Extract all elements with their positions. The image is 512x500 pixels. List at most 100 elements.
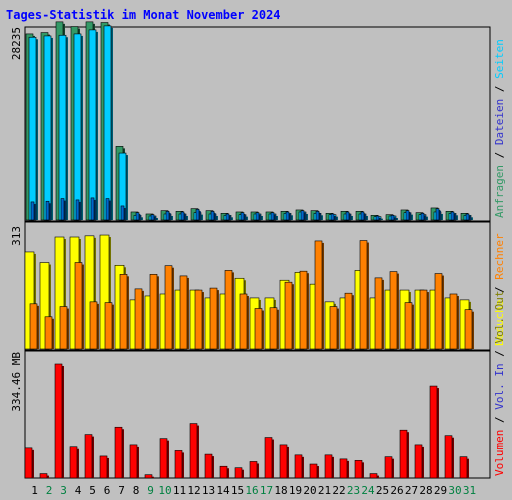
- seiten-bar-15-shadow: [243, 214, 246, 220]
- rechner-bar-28: [434, 273, 443, 350]
- seiten-bar-13: [210, 210, 215, 221]
- seiten-bar-14: [225, 213, 230, 221]
- dateien-bar-3: [58, 34, 67, 221]
- x-tick-label-12: 12: [187, 484, 200, 497]
- dateien-bar-4: [73, 33, 82, 221]
- middle-legend-item: Rechner: [493, 233, 506, 280]
- seiten-bar-16: [255, 212, 260, 221]
- x-tick-label-11: 11: [173, 484, 186, 497]
- seiten-bar-1: [30, 201, 35, 221]
- rechner-bar-6: [104, 302, 113, 350]
- x-tick-label-28: 28: [419, 484, 432, 497]
- bottom-legend-item: Vol. Out: [493, 291, 506, 344]
- seiten-bar-23: [360, 211, 365, 221]
- seiten-bar-20-shadow: [318, 213, 321, 220]
- rechner-bar-1: [29, 303, 38, 350]
- seiten-bar-8: [135, 212, 140, 221]
- volumen-bar-27: [414, 444, 423, 479]
- seiten-bar-17-shadow: [273, 214, 276, 220]
- x-tick-label-4: 4: [75, 484, 82, 497]
- volumen-bar-30: [459, 456, 468, 479]
- volumen-bar-1: [24, 447, 33, 479]
- x-tick-label-19: 19: [289, 484, 302, 497]
- seiten-bar-30-shadow: [468, 215, 471, 220]
- volumen-bar-23: [354, 460, 363, 479]
- seiten-bar-3-shadow: [63, 200, 66, 220]
- top-legend-separator: /: [493, 145, 506, 165]
- x-tick-label-17: 17: [260, 484, 273, 497]
- top-max-label: 28235: [10, 27, 23, 60]
- seiten-bar-16-shadow: [258, 214, 261, 220]
- seiten-bar-2-shadow: [48, 203, 51, 220]
- volumen-bar-18: [279, 444, 288, 479]
- seiten-bar-2: [45, 200, 50, 221]
- rechner-bar-18: [284, 281, 293, 350]
- rechner-bar-30: [464, 309, 473, 350]
- rechner-bar-22: [344, 292, 353, 350]
- x-tick-label-13: 13: [202, 484, 215, 497]
- x-tick-label-1: 1: [31, 484, 38, 497]
- volumen-bar-9: [144, 474, 153, 479]
- rechner-bar-17: [269, 307, 278, 350]
- x-tick-label-25: 25: [376, 484, 389, 497]
- bottom-legend-separator: /: [493, 410, 506, 430]
- seiten-bar-3: [60, 198, 65, 221]
- seiten-bar-4-shadow: [78, 201, 81, 220]
- rechner-bar-24: [374, 277, 383, 350]
- middle-max-label: 313: [10, 226, 23, 246]
- rechner-bar-14: [224, 270, 233, 350]
- x-tick-label-31: 31: [463, 484, 476, 497]
- seiten-bar-27-shadow: [423, 215, 426, 220]
- seiten-bar-28: [435, 208, 440, 221]
- rechner-bar-2: [44, 316, 53, 350]
- x-tick-label-29: 29: [434, 484, 447, 497]
- rechner-bar-29: [449, 293, 458, 350]
- rechner-bar-15: [239, 293, 248, 350]
- seiten-bar-6-shadow: [108, 200, 111, 220]
- x-tick-label-14: 14: [216, 484, 230, 497]
- volumen-bar-16: [249, 461, 258, 479]
- bottom-legend-item: Volumen: [493, 430, 506, 476]
- seiten-bar-12: [195, 208, 200, 221]
- x-tick-label-27: 27: [405, 484, 418, 497]
- x-tick-label-16: 16: [245, 484, 258, 497]
- bottom-legend-item: Vol. In: [493, 363, 506, 409]
- volumen-bar-25: [384, 456, 393, 479]
- x-tick-label-30: 30: [448, 484, 461, 497]
- volumen-bar-10: [159, 438, 168, 479]
- volumen-bar-6: [99, 455, 108, 479]
- seiten-bar-8-shadow: [138, 214, 141, 220]
- x-tick-label-2: 2: [46, 484, 53, 497]
- besuche-bar-6: [99, 234, 110, 350]
- x-tick-label-24: 24: [361, 484, 375, 497]
- seiten-bar-23-shadow: [363, 213, 366, 220]
- seiten-bar-26-shadow: [408, 212, 411, 220]
- volumen-bar-3: [54, 363, 63, 479]
- seiten-bar-17: [270, 212, 275, 221]
- x-tick-label-21: 21: [318, 484, 331, 497]
- besuche-bar-3: [54, 236, 65, 350]
- volumen-bar-24: [369, 473, 378, 479]
- seiten-bar-7-shadow: [123, 207, 126, 220]
- rechner-bar-8: [134, 288, 143, 350]
- volumen-bar-14: [219, 465, 228, 479]
- rechner-bar-27: [419, 289, 428, 350]
- top-legend-item: Anfragen: [493, 165, 506, 218]
- x-tick-label-15: 15: [231, 484, 244, 497]
- seiten-bar-13-shadow: [213, 213, 216, 220]
- seiten-bar-14-shadow: [228, 215, 231, 220]
- x-tick-label-9: 9: [147, 484, 154, 497]
- seiten-bar-21: [330, 213, 335, 221]
- x-tick-label-22: 22: [332, 484, 345, 497]
- x-tick-label-26: 26: [390, 484, 403, 497]
- seiten-bar-1-shadow: [33, 203, 36, 220]
- volumen-bar-29: [444, 435, 453, 479]
- rechner-bar-26: [404, 302, 413, 350]
- volumen-bar-13: [204, 453, 213, 479]
- x-tick-label-6: 6: [104, 484, 111, 497]
- seiten-bar-19: [300, 210, 305, 221]
- seiten-bar-6: [105, 198, 110, 221]
- volumen-bar-22: [339, 458, 348, 479]
